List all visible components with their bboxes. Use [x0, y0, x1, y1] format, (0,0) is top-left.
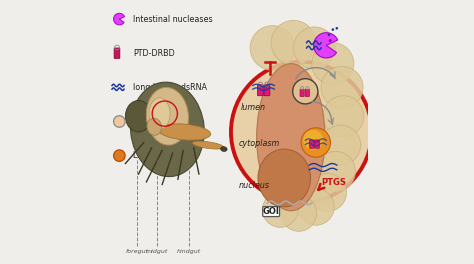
Circle shape — [114, 116, 125, 127]
Text: PTD-DRBD: PTD-DRBD — [133, 49, 175, 58]
Circle shape — [303, 130, 323, 150]
Text: hindgut: hindgut — [177, 249, 201, 254]
Circle shape — [328, 39, 332, 42]
FancyBboxPatch shape — [114, 48, 120, 58]
FancyBboxPatch shape — [310, 140, 314, 148]
Text: midgut: midgut — [146, 249, 168, 254]
Ellipse shape — [126, 101, 152, 132]
FancyBboxPatch shape — [300, 89, 304, 97]
Circle shape — [293, 27, 336, 69]
Circle shape — [321, 125, 361, 165]
Circle shape — [231, 62, 372, 202]
Circle shape — [297, 188, 334, 225]
Text: Intestinal nucleases: Intestinal nucleases — [133, 15, 213, 23]
Ellipse shape — [149, 98, 170, 129]
Wedge shape — [114, 13, 125, 25]
FancyBboxPatch shape — [257, 85, 263, 96]
Circle shape — [316, 152, 356, 191]
Circle shape — [292, 79, 318, 104]
FancyBboxPatch shape — [315, 140, 319, 148]
Circle shape — [331, 28, 334, 31]
Text: foregut: foregut — [125, 249, 148, 254]
FancyBboxPatch shape — [263, 207, 280, 216]
Text: GOI: GOI — [263, 207, 280, 216]
Ellipse shape — [147, 118, 162, 135]
Circle shape — [114, 150, 125, 161]
Ellipse shape — [146, 87, 189, 145]
Circle shape — [263, 192, 298, 227]
Circle shape — [321, 66, 363, 108]
Ellipse shape — [130, 82, 204, 177]
Ellipse shape — [158, 124, 210, 140]
Text: nucleus: nucleus — [238, 181, 269, 190]
Circle shape — [328, 34, 330, 36]
Ellipse shape — [220, 147, 227, 152]
Circle shape — [281, 196, 317, 231]
Circle shape — [336, 27, 338, 30]
Text: Late endosome: Late endosome — [133, 151, 195, 160]
Text: Endosome: Endosome — [133, 117, 175, 126]
Circle shape — [312, 43, 354, 85]
Circle shape — [323, 96, 364, 137]
Circle shape — [271, 20, 316, 65]
Text: long length dsRNA: long length dsRNA — [133, 83, 207, 92]
Ellipse shape — [257, 64, 325, 211]
Circle shape — [309, 173, 346, 211]
Text: lumen: lumen — [241, 102, 266, 112]
Circle shape — [250, 26, 295, 70]
Text: cytoplasm: cytoplasm — [238, 139, 280, 148]
FancyBboxPatch shape — [305, 89, 310, 97]
FancyBboxPatch shape — [264, 85, 270, 96]
Wedge shape — [314, 33, 337, 58]
Circle shape — [301, 128, 330, 157]
Ellipse shape — [192, 141, 224, 149]
Text: PTGS: PTGS — [321, 178, 346, 187]
Ellipse shape — [258, 149, 310, 207]
